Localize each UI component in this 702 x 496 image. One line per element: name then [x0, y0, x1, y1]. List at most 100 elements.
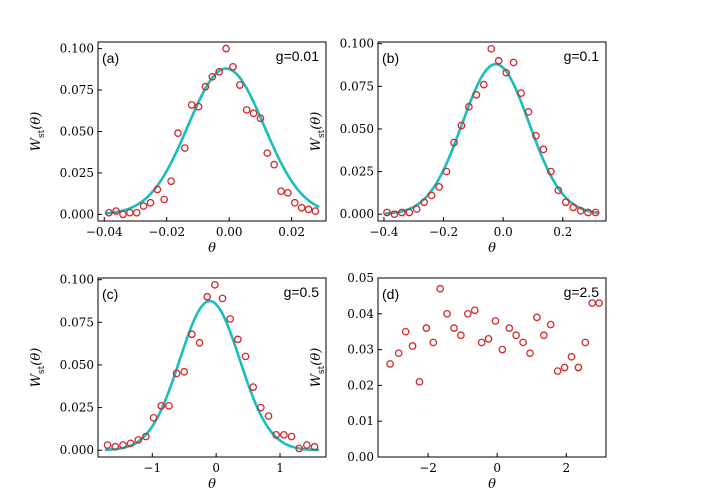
data-point	[436, 284, 445, 293]
x-axis-label: θ	[208, 241, 216, 256]
data-point	[157, 402, 166, 410]
data-point	[112, 207, 120, 215]
y-tick-label: 0.050	[60, 358, 94, 372]
x-axis-label: θ	[208, 477, 216, 492]
data-point	[547, 167, 555, 176]
data-point	[505, 324, 514, 332]
data-point	[149, 413, 158, 422]
x-axis-label: θ	[488, 477, 496, 492]
data-point	[234, 335, 242, 344]
data-point	[226, 315, 235, 323]
data-point	[139, 202, 148, 210]
y-axis-label-sub: st	[317, 129, 327, 138]
data-point	[484, 335, 493, 343]
data-point	[412, 205, 421, 213]
data-point	[111, 442, 120, 451]
data-point	[277, 187, 285, 196]
data-point	[581, 338, 590, 347]
data-point	[567, 352, 576, 361]
x-tick-label: 1	[276, 461, 284, 475]
data-point	[397, 208, 406, 217]
y-tick-label: 0.05	[347, 271, 374, 285]
data-point	[263, 149, 272, 157]
data-point	[287, 432, 296, 441]
y-tick-label: 0.04	[347, 307, 374, 321]
y-axis-label-sub: st	[317, 365, 327, 374]
data-point	[532, 131, 540, 140]
y-tick-label: 0.025	[340, 165, 374, 179]
y-tick-label: 0.02	[347, 378, 374, 392]
x-tick-label: 0.0	[494, 225, 513, 239]
plot-frame	[97, 41, 327, 222]
y-tick-label: 0.100	[340, 37, 374, 51]
data-point	[105, 208, 113, 217]
theory-curve	[384, 62, 600, 215]
x-axis-label: θ	[488, 241, 496, 256]
y-axis-label-arg: (θ)	[309, 112, 324, 130]
theory-curve	[104, 67, 320, 215]
data-point	[457, 121, 466, 130]
panel-d: 0.00 0.01 0.02 0.03 0.04 0.05 −2 0 2 θ Wst(θ) (d) g=…	[309, 271, 607, 492]
coupling-annotation: g=0.5	[284, 284, 320, 300]
x-tick-label: −0.04	[86, 225, 123, 239]
y-axis-label-arg: (θ)	[29, 348, 44, 366]
y-tick-label: 0.025	[60, 166, 94, 180]
y-axis-label-main: W	[309, 372, 324, 387]
x-tick-label: −1	[143, 461, 161, 475]
panel-label: (c)	[102, 286, 118, 302]
data-point	[519, 338, 527, 347]
data-point	[574, 363, 583, 372]
data-point	[526, 349, 534, 358]
y-axis-label: Wst(θ)	[309, 112, 327, 152]
data-point	[302, 441, 311, 449]
data-point	[533, 313, 541, 322]
data-point	[498, 345, 507, 354]
data-point	[595, 299, 603, 307]
data-point	[487, 44, 496, 53]
y-tick-label: 0.075	[60, 83, 94, 97]
data-point	[383, 208, 391, 217]
y-tick-label: 0.050	[340, 122, 374, 136]
panel-label: (d)	[382, 286, 399, 302]
y-axis-label: Wst(θ)	[309, 348, 327, 388]
data-point	[546, 320, 555, 329]
y-tick-label: 0.100	[60, 42, 94, 56]
data-point	[256, 114, 265, 123]
y-tick-label: 0.01	[347, 414, 374, 428]
data-point	[539, 331, 548, 340]
data-point	[477, 338, 486, 347]
data-point	[588, 299, 597, 307]
data-point	[591, 208, 600, 217]
x-tick-label: −0.2	[429, 225, 458, 239]
data-point	[479, 80, 488, 89]
data-point	[195, 338, 204, 347]
data-point	[304, 205, 313, 214]
y-axis-label-arg: (θ)	[29, 112, 44, 130]
y-axis-label-sub: st	[37, 365, 47, 374]
x-tick-label: −2	[419, 461, 437, 475]
y-axis-label-sub: st	[37, 129, 47, 138]
data-point	[297, 203, 306, 212]
data-point	[257, 403, 265, 412]
data-point	[427, 191, 436, 200]
data-point	[180, 367, 189, 376]
data-point	[180, 144, 189, 152]
data-point	[165, 402, 173, 410]
data-point	[422, 324, 431, 332]
x-tick-label: −0.4	[369, 225, 399, 239]
data-point	[201, 82, 210, 91]
data-point	[491, 317, 500, 325]
data-point	[242, 106, 251, 114]
data-point	[401, 327, 410, 336]
data-point	[218, 294, 227, 303]
data-point	[560, 363, 569, 372]
y-tick-label: 0.075	[340, 79, 374, 93]
panel-a: 0.000 0.025 0.050 0.075 0.100 −0.04 −0.02 0.00 0…	[29, 41, 327, 256]
data-point	[264, 412, 273, 420]
data-point	[295, 444, 304, 453]
data-point	[194, 102, 203, 111]
data-point	[561, 198, 570, 207]
coupling-annotation: g=0.1	[564, 48, 600, 64]
data-point	[272, 430, 281, 439]
data-point	[279, 430, 288, 439]
